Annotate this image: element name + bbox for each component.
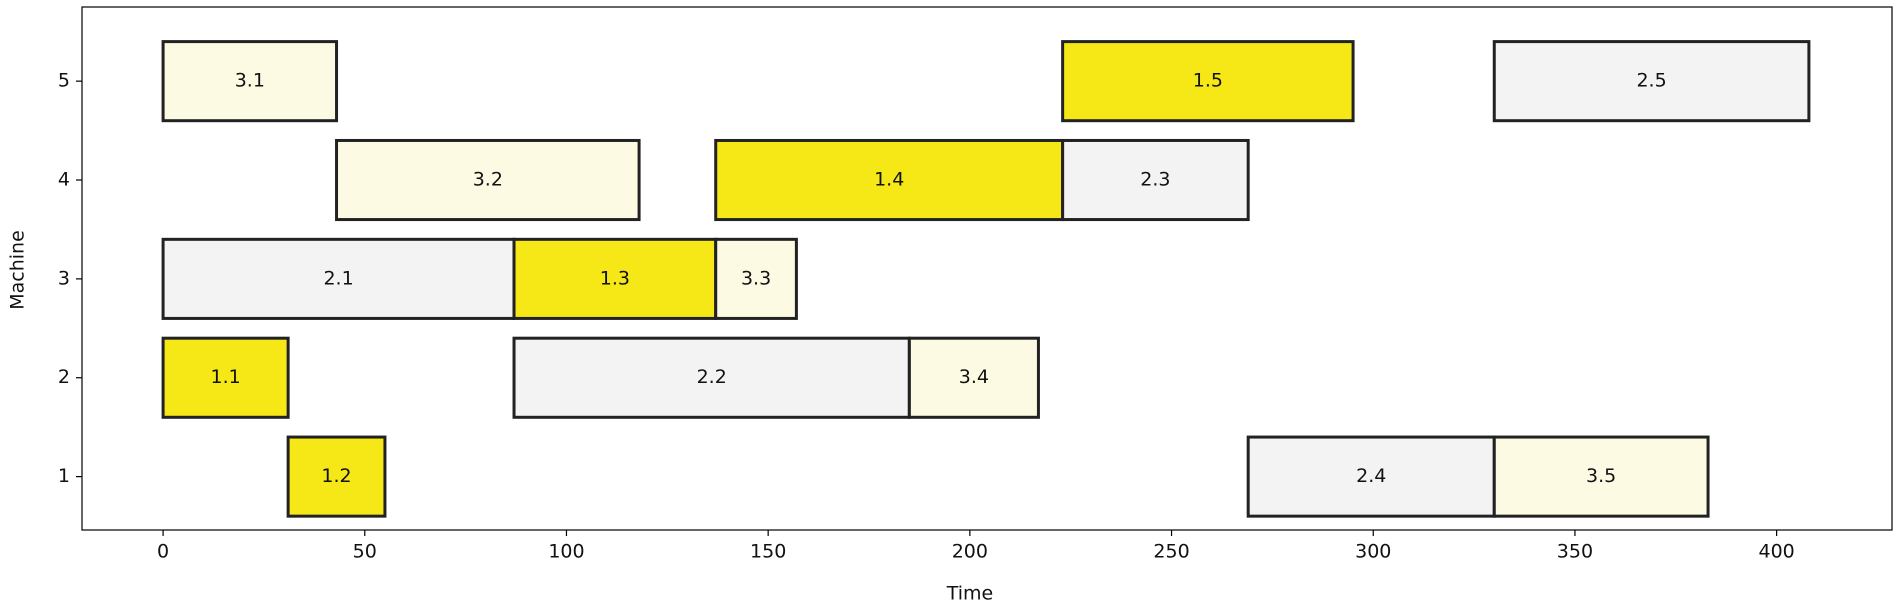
task-bar <box>512 336 911 419</box>
y-tick-label: 3 <box>58 267 70 289</box>
task-label: 2.3 <box>1140 169 1170 191</box>
task-bar <box>714 237 798 320</box>
task-label: 1.5 <box>1193 70 1223 92</box>
x-tick-label: 300 <box>1355 541 1391 563</box>
y-axis-label: Machine <box>7 230 29 310</box>
task-bar <box>1061 40 1355 123</box>
task-label: 2.1 <box>323 267 353 289</box>
task-label: 1.2 <box>321 465 351 487</box>
task-bar <box>161 40 339 123</box>
x-tick-label: 0 <box>157 541 169 563</box>
task-label: 1.3 <box>600 267 630 289</box>
x-tick-label: 250 <box>1153 541 1189 563</box>
task-label: 3.4 <box>959 366 989 388</box>
y-tick-label: 2 <box>58 366 70 388</box>
task-bar <box>1492 40 1811 123</box>
task-bar <box>286 435 387 518</box>
x-axis-label: Time <box>946 583 994 605</box>
y-tick-label: 1 <box>58 465 70 487</box>
task-label: 2.5 <box>1636 70 1666 92</box>
x-tick-label: 350 <box>1557 541 1593 563</box>
x-tick-label: 200 <box>952 541 988 563</box>
task-bar <box>161 237 516 320</box>
x-tick-label: 50 <box>353 541 377 563</box>
task-label: 3.1 <box>235 70 265 92</box>
task-bar <box>907 336 1040 419</box>
task-label: 1.1 <box>210 366 240 388</box>
task-bar <box>1061 138 1250 222</box>
x-tick-label: 400 <box>1758 541 1794 563</box>
task-label: 3.5 <box>1586 465 1616 487</box>
x-tick-label: 100 <box>548 541 584 563</box>
task-bar <box>335 138 641 222</box>
task-bar <box>1492 435 1710 518</box>
task-label: 3.2 <box>473 169 503 191</box>
task-label: 2.2 <box>697 366 727 388</box>
plot-frame <box>81 6 1893 531</box>
task-bar <box>1246 435 1496 518</box>
y-tick-label: 5 <box>58 70 70 92</box>
task-label: 1.4 <box>874 169 904 191</box>
x-tick-label: 150 <box>750 541 786 563</box>
y-tick-label: 4 <box>58 169 70 191</box>
task-bar <box>512 237 718 320</box>
task-label: 2.4 <box>1356 465 1386 487</box>
task-bar <box>161 336 290 419</box>
task-label: 3.3 <box>741 267 771 289</box>
